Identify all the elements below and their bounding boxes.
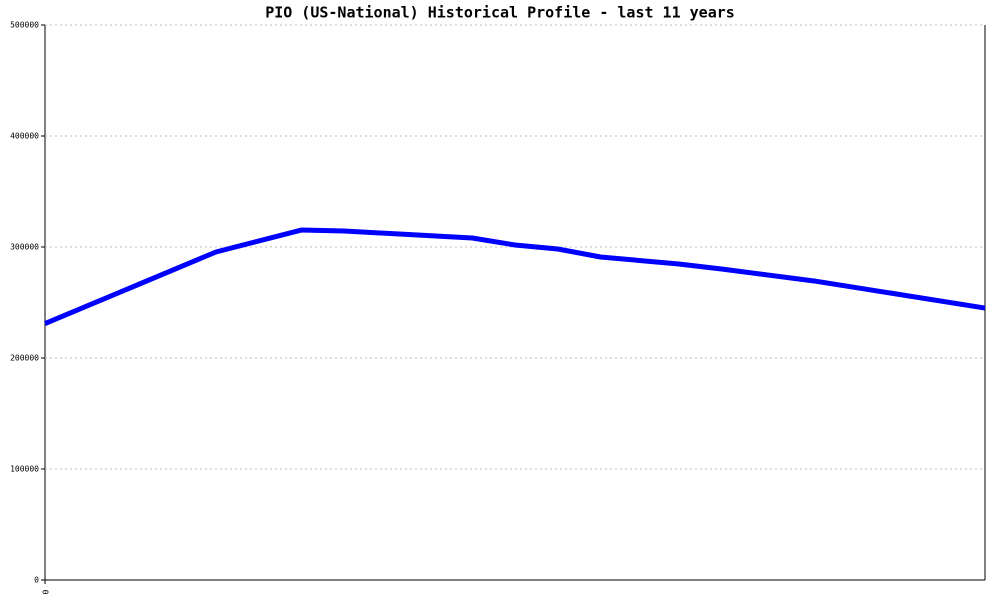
chart-title: PIO (US-National) Historical Profile - l… (265, 4, 735, 22)
data-line (44, 227, 986, 326)
y-tick-label: 300000 (10, 243, 39, 252)
y-tick-label: 100000 (10, 465, 39, 474)
y-tick-label: 200000 (10, 354, 39, 363)
y-tick-label: 500000 (10, 21, 39, 30)
y-tick-label: 0 (34, 576, 39, 585)
x-tick-label: 0 (41, 590, 50, 595)
y-tick-label: 400000 (10, 132, 39, 141)
